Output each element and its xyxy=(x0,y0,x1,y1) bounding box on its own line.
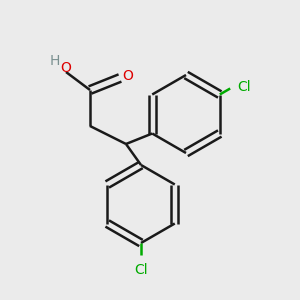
Text: Cl: Cl xyxy=(237,80,250,94)
Text: Cl: Cl xyxy=(134,262,148,277)
Text: O: O xyxy=(60,61,71,74)
Text: H: H xyxy=(50,54,60,68)
Text: O: O xyxy=(122,70,133,83)
